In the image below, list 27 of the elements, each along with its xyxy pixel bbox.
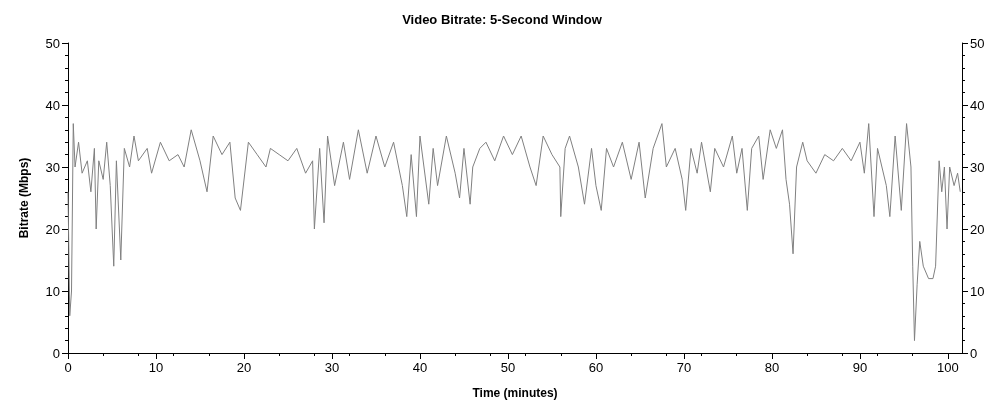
y2-tick-label: 50 (970, 35, 985, 51)
x-tick-label: 90 (852, 360, 868, 375)
y2-tick-label: 40 (970, 97, 985, 113)
x-axis-title: Time (minutes) (472, 386, 558, 400)
y-tick-label: 50 (45, 35, 60, 51)
y2-tick-label: 10 (970, 283, 985, 299)
x-tick-label: 70 (676, 360, 692, 375)
y2-tick-label: 0 (970, 345, 978, 361)
y-tick-label: 10 (45, 283, 60, 299)
x-tick-label: 50 (500, 360, 516, 375)
y2-tick-label: 30 (970, 159, 985, 175)
y-tick-label: 0 (52, 345, 60, 361)
x-tick-label: 100 (937, 360, 959, 375)
x-tick-label: 30 (324, 360, 340, 375)
x-tick-label: 0 (64, 360, 72, 375)
y-tick-label: 20 (45, 221, 60, 237)
line-series (67, 123, 961, 342)
y-axis-title: Bitrate (Mbps) (17, 157, 31, 239)
x-tick-label: 20 (236, 360, 252, 375)
x-tick-label: 80 (764, 360, 780, 375)
x-tick-label: 10 (148, 360, 164, 375)
y-tick-label: 30 (45, 159, 60, 175)
x-tick-label: 40 (412, 360, 428, 375)
x-tick-label: 60 (588, 360, 604, 375)
y-tick-label: 40 (45, 97, 60, 113)
y2-tick-label: 20 (970, 221, 985, 237)
chart-title: Video Bitrate: 5-Second Window (402, 12, 603, 27)
